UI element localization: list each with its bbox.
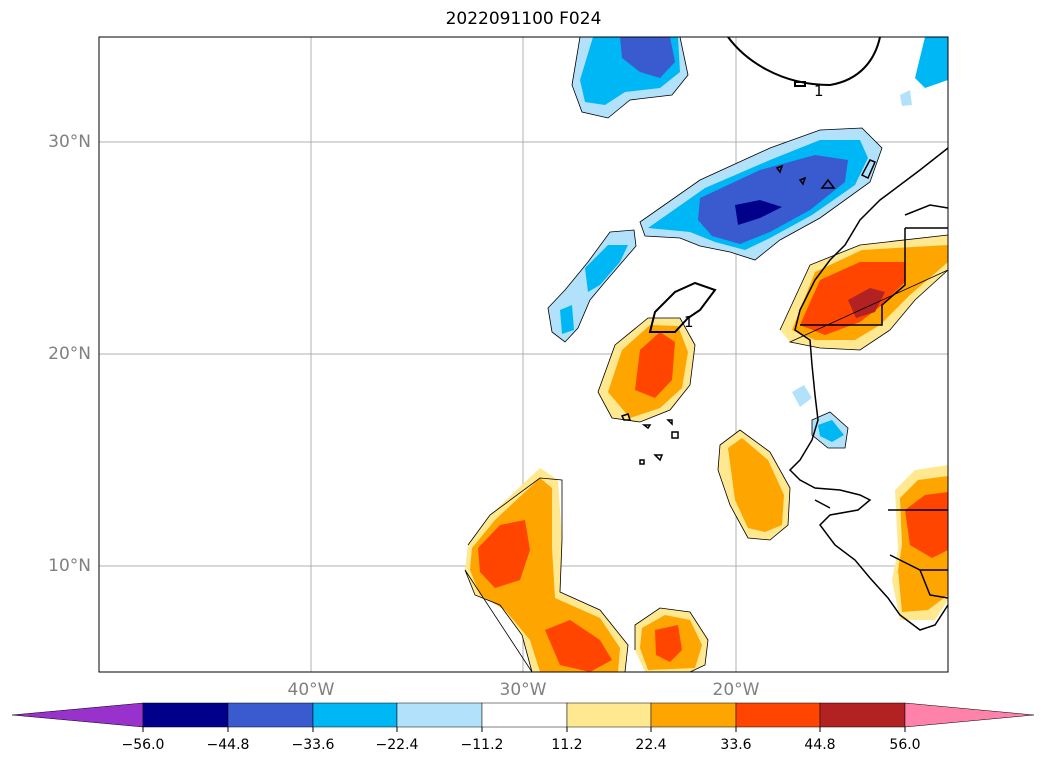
colorbar-tick: 56.0 — [889, 737, 921, 753]
colorbar-segment — [566, 702, 652, 728]
lon-label-40w: 40°W — [287, 680, 335, 700]
contour-label: 1 — [684, 313, 694, 331]
colorbar-tick: −44.8 — [206, 737, 250, 753]
colorbar-segment — [819, 702, 906, 728]
lon-label-20w: 20°W — [712, 680, 760, 700]
colorbar-segment — [396, 702, 483, 728]
colorbar-segment — [312, 702, 398, 728]
colorbar-tick: −11.2 — [460, 737, 504, 753]
colorbar-tick: 22.4 — [635, 737, 667, 753]
map-title: 2022091100 F024 — [445, 9, 602, 29]
contour-label: 1 — [814, 82, 824, 100]
colorbar-segment — [481, 702, 568, 728]
lat-label-20n: 20°N — [48, 344, 91, 364]
colorbar-tick: 33.6 — [720, 737, 752, 753]
colorbar-tick: −33.6 — [291, 737, 335, 753]
colorbar-tick: 44.8 — [804, 737, 836, 753]
map-frame — [98, 36, 949, 673]
colorbar-segment — [735, 702, 821, 728]
colorbar-tick: −56.0 — [121, 737, 165, 753]
thick-contours — [648, 36, 881, 333]
shaded-anomaly-fields — [465, 37, 948, 672]
colorbar-segment — [142, 702, 229, 728]
lat-label-30n: 30°N — [48, 132, 91, 152]
colorbar-segment — [227, 702, 314, 728]
coastline — [620, 147, 949, 631]
colorbar-tick: −22.4 — [375, 737, 419, 753]
colorbar-segment-lower-extend — [11, 702, 144, 728]
lat-label-10n: 10°N — [48, 556, 91, 576]
colorbar-tick: 11.2 — [551, 737, 583, 753]
colorbar — [11, 702, 1035, 732]
colorbar-segment — [650, 702, 737, 728]
colorbar-segment-upper-extend — [904, 702, 1035, 728]
lon-label-30w: 30°W — [499, 680, 547, 700]
